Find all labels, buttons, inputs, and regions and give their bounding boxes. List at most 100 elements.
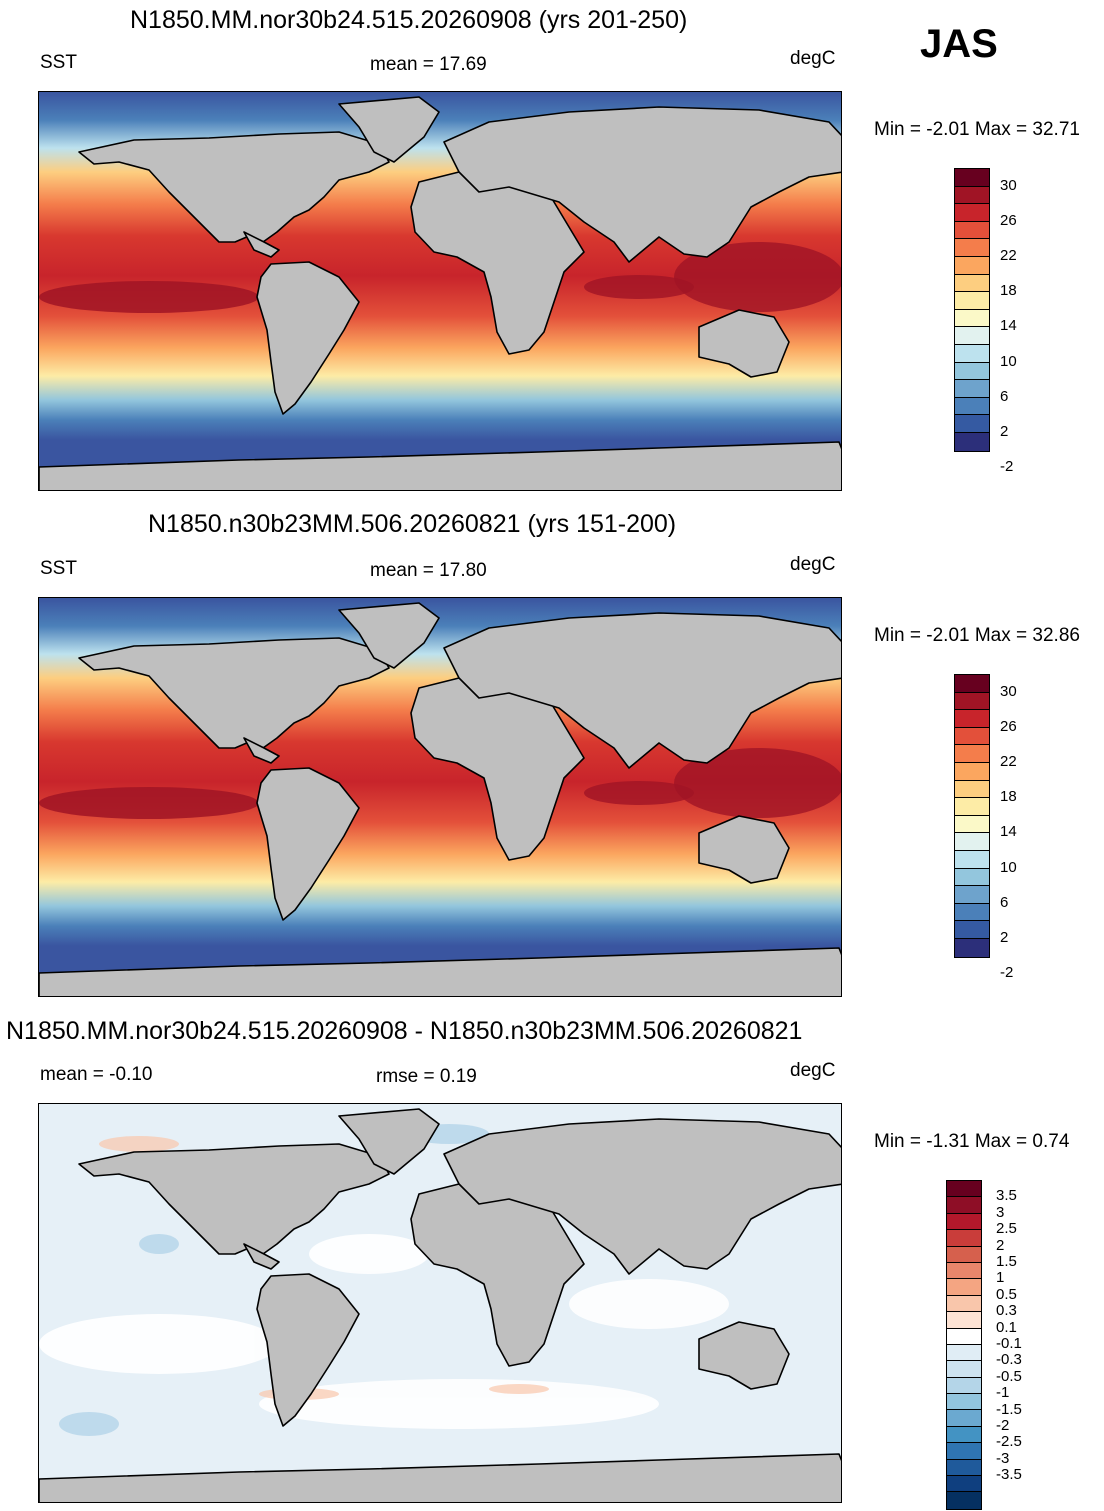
- colorbar-swatch: [955, 727, 989, 746]
- colorbar-tick-label: 26: [1000, 717, 1017, 735]
- greenland-landmass: [338, 96, 440, 163]
- season-label: JAS: [920, 22, 998, 66]
- colorbar-swatch: [947, 1443, 981, 1460]
- panel3-colorbar: [946, 1180, 982, 1510]
- panel3-rmse-label: rmse = 0.19: [376, 1066, 477, 1087]
- colorbar-swatch: [955, 868, 989, 887]
- colorbar-swatch: [947, 1197, 981, 1214]
- panel2-variable-label: SST: [40, 558, 77, 579]
- panel3-map: [38, 1103, 842, 1503]
- africa-landmass: [410, 166, 585, 355]
- colorbar-swatch: [955, 692, 989, 711]
- colorbar-swatch: [955, 186, 989, 205]
- colorbar-swatch: [947, 1459, 981, 1477]
- colorbar-swatch: [955, 798, 989, 816]
- colorbar-tick-label: 2: [1000, 423, 1009, 440]
- panel1-colorbar: [954, 168, 990, 452]
- colorbar-swatch: [955, 204, 989, 222]
- colorbar-swatch: [955, 710, 989, 728]
- colorbar-swatch: [955, 886, 989, 904]
- colorbar-swatch: [947, 1377, 981, 1395]
- colorbar-tick-label: 0.3: [996, 1302, 1017, 1320]
- colorbar-tick-label: 0.1: [996, 1318, 1017, 1336]
- colorbar-tick-label: -3.5: [996, 1466, 1022, 1484]
- colorbar-swatch: [947, 1213, 981, 1231]
- panel1-units-label: degC: [790, 48, 836, 69]
- colorbar-tick-label: 1: [996, 1269, 1005, 1287]
- colorbar-swatch: [955, 274, 989, 293]
- colorbar-swatch: [947, 1426, 981, 1444]
- colorbar-swatch: [955, 256, 989, 275]
- colorbar-swatch: [955, 833, 989, 851]
- colorbar-tick-label: 10: [1000, 352, 1017, 370]
- panel3-title: N1850.MM.nor30b24.515.20260908 - N1850.n…: [6, 1017, 803, 1045]
- colorbar-swatch: [947, 1476, 981, 1493]
- colorbar-swatch: [955, 938, 989, 957]
- colorbar-swatch: [947, 1230, 981, 1247]
- australia-landmass: [698, 309, 790, 378]
- colorbar-swatch: [955, 762, 989, 781]
- panel2-units-label: degC: [790, 554, 836, 575]
- colorbar-swatch: [947, 1410, 981, 1427]
- colorbar-tick-label: 22: [1000, 753, 1017, 770]
- colorbar-tick-label: 2.5: [996, 1220, 1017, 1238]
- colorbar-swatch: [947, 1394, 981, 1411]
- colorbar-tick-label: 3: [996, 1203, 1005, 1221]
- colorbar-swatch: [955, 815, 989, 834]
- colorbar-tick-label: 26: [1000, 211, 1017, 229]
- colorbar-swatch: [955, 292, 989, 310]
- colorbar-tick-label: 2: [996, 1236, 1005, 1254]
- colorbar-tick-label: -2: [1000, 458, 1014, 476]
- panel3-mean-label: mean = -0.10: [40, 1064, 153, 1085]
- eurasia-landmass: [443, 106, 841, 263]
- panel3-minmax-label: Min = -1.31 Max = 0.74: [874, 1131, 1070, 1152]
- colorbar-tick-label: -3: [996, 1449, 1010, 1467]
- panel2-map: [38, 597, 842, 997]
- colorbar-tick-label: 6: [1000, 387, 1009, 405]
- colorbar-swatch: [955, 327, 989, 345]
- colorbar-tick-label: -2.5: [996, 1433, 1022, 1451]
- colorbar-swatch: [947, 1328, 981, 1345]
- colorbar-tick-label: 6: [1000, 893, 1009, 911]
- colorbar-swatch: [955, 362, 989, 381]
- colorbar-swatch: [947, 1344, 981, 1362]
- colorbar-tick-label: -2: [1000, 964, 1014, 982]
- panel1-map: [38, 91, 842, 491]
- panel2-mean-label: mean = 17.80: [370, 560, 487, 581]
- panel2-minmax-label: Min = -2.01 Max = 32.86: [874, 625, 1080, 646]
- colorbar-swatch: [947, 1181, 981, 1198]
- colorbar-swatch: [955, 432, 989, 451]
- colorbar-tick-label: 1.5: [996, 1253, 1017, 1270]
- panel1-title: N1850.MM.nor30b24.515.20260908 (yrs 201-…: [130, 6, 688, 34]
- colorbar-tick-label: 10: [1000, 858, 1017, 876]
- colorbar-tick-label: 30: [1000, 176, 1017, 194]
- colorbar-tick-label: 14: [1000, 317, 1017, 335]
- colorbar-tick-label: -0.1: [996, 1335, 1022, 1352]
- colorbar-tick-label: 3.5: [996, 1187, 1017, 1205]
- colorbar-tick-label: 18: [1000, 788, 1017, 806]
- colorbar-swatch: [955, 239, 989, 257]
- colorbar-swatch: [955, 221, 989, 240]
- antarctica-landmass: [39, 441, 841, 490]
- colorbar-swatch: [947, 1312, 981, 1329]
- colorbar-tick-label: 0.5: [996, 1285, 1017, 1303]
- colorbar-swatch: [955, 309, 989, 328]
- panel3-units-label: degC: [790, 1060, 836, 1081]
- colorbar-swatch: [955, 921, 989, 939]
- panel1-mean-label: mean = 17.69: [370, 54, 487, 75]
- colorbar-tick-label: -0.5: [996, 1367, 1022, 1385]
- colorbar-tick-label: -1: [996, 1384, 1010, 1402]
- colorbar-swatch: [947, 1492, 981, 1509]
- colorbar-swatch: [955, 169, 989, 187]
- colorbar-swatch: [955, 344, 989, 363]
- colorbar-swatch: [955, 675, 989, 693]
- colorbar-swatch: [955, 745, 989, 763]
- colorbar-tick-label: -0.3: [996, 1351, 1022, 1369]
- panel1-variable-label: SST: [40, 52, 77, 73]
- colorbar-swatch: [955, 850, 989, 869]
- colorbar-tick-label: 14: [1000, 823, 1017, 841]
- colorbar-swatch: [955, 903, 989, 922]
- colorbar-tick-label: -1.5: [996, 1400, 1022, 1418]
- colorbar-tick-label: 30: [1000, 682, 1017, 700]
- panel1-minmax-label: Min = -2.01 Max = 32.71: [874, 119, 1080, 140]
